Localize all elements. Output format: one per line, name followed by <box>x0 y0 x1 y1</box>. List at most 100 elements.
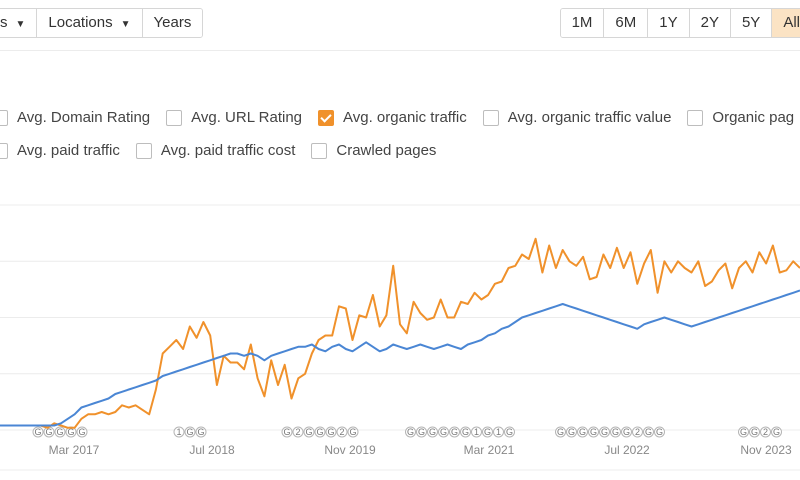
annotation-marker[interactable] <box>449 426 460 438</box>
checkbox-box[interactable] <box>0 142 8 159</box>
annotation-marker-label: G <box>283 427 290 437</box>
annotation-marker-label: G <box>429 427 436 437</box>
checkbox-box[interactable] <box>135 142 152 159</box>
annotation-marker[interactable] <box>771 426 782 438</box>
annotation-marker-label: G <box>45 427 52 437</box>
annotation-marker[interactable] <box>347 426 359 438</box>
checkbox-label: Crawled pages <box>336 142 437 159</box>
checkbox-box[interactable] <box>687 109 704 126</box>
annotation-marker[interactable] <box>281 426 293 438</box>
annotation-marker-label: G <box>751 427 758 437</box>
annotation-marker[interactable] <box>621 426 632 438</box>
annotation-marker[interactable] <box>760 426 771 438</box>
annotation-marker[interactable] <box>325 426 337 438</box>
annotation-marker[interactable] <box>555 426 566 438</box>
annotation-marker[interactable] <box>32 426 44 438</box>
annotation-marker[interactable] <box>76 426 88 438</box>
range-1m-button[interactable]: 1M <box>560 9 605 37</box>
annotation-marker-label: G <box>327 427 334 437</box>
annotation-marker[interactable] <box>504 426 515 438</box>
annotation-marker[interactable] <box>184 426 196 438</box>
annotation-marker-label: 1 <box>474 427 479 437</box>
annotation-marker[interactable] <box>632 426 643 438</box>
checkbox-box[interactable] <box>482 109 499 126</box>
annotation-marker[interactable] <box>173 426 185 438</box>
range-5y-button[interactable]: 5Y <box>730 9 773 37</box>
annotation-marker-label: 2 <box>339 427 344 437</box>
annotation-marker[interactable] <box>427 426 438 438</box>
annotation-marker-label: G <box>34 427 41 437</box>
annotation-marker[interactable] <box>303 426 315 438</box>
annotation-marker[interactable] <box>471 426 482 438</box>
checkbox-box[interactable] <box>311 142 328 159</box>
range-6m-button[interactable]: 6M <box>604 9 649 37</box>
annotation-marker-label: G <box>56 427 63 437</box>
annotation-marker[interactable] <box>438 426 449 438</box>
toolbar-divider <box>0 50 800 51</box>
years-button[interactable]: Years <box>142 9 203 37</box>
annotation-marker-label: G <box>440 427 447 437</box>
years-label: Years <box>153 14 192 31</box>
annotation-marker[interactable] <box>654 426 665 438</box>
filter-toolbar: s ▼ Locations ▼ Years <box>0 8 204 38</box>
series-line-organic-traffic[interactable] <box>0 237 800 429</box>
annotation-marker-label: G <box>349 427 356 437</box>
annotation-marker[interactable] <box>405 426 416 438</box>
filter-button-group: s ▼ Locations ▼ Years <box>0 8 204 38</box>
annotation-marker-label: G <box>656 427 663 437</box>
annotation-marker[interactable] <box>738 426 749 438</box>
checkbox-avg-organic-traffic-value[interactable]: Avg. organic traffic value <box>482 109 672 126</box>
checkbox-label: Avg. URL Rating <box>191 109 303 126</box>
annotation-marker-label: 1 <box>496 427 501 437</box>
filter-dropdown-first[interactable]: s ▼ <box>0 9 38 37</box>
checkbox-label: Avg. organic traffic value <box>507 109 672 126</box>
checkbox-avg-organic-traffic[interactable]: Avg. organic traffic <box>318 109 467 126</box>
checkbox-avg-url-rating[interactable]: Avg. URL Rating <box>166 109 302 126</box>
checkbox-crawled-pages[interactable]: Crawled pages <box>311 142 436 159</box>
locations-dropdown[interactable]: Locations ▼ <box>37 9 143 37</box>
annotation-marker[interactable] <box>460 426 471 438</box>
annotation-marker[interactable] <box>566 426 577 438</box>
annotation-marker[interactable] <box>292 426 304 438</box>
annotation-marker-label: G <box>418 427 425 437</box>
checkbox-avg-paid-traffic-cost[interactable]: Avg. paid traffic cost <box>135 142 295 159</box>
filter-first-label: s <box>0 14 8 31</box>
annotation-marker[interactable] <box>588 426 599 438</box>
annotation-marker[interactable] <box>416 426 427 438</box>
checkbox-box-checked[interactable] <box>318 109 335 126</box>
time-range-selector: 1M 6M 1Y 2Y 5Y All <box>559 8 800 38</box>
range-2y-button[interactable]: 2Y <box>689 9 731 37</box>
x-tick-label: Nov 2019 <box>324 443 376 457</box>
range-all-button[interactable]: All <box>772 9 800 37</box>
annotation-marker[interactable] <box>643 426 654 438</box>
annotation-marker-label: G <box>484 427 491 437</box>
annotation-marker[interactable] <box>577 426 588 438</box>
annotation-marker[interactable] <box>610 426 621 438</box>
annotation-marker[interactable] <box>314 426 326 438</box>
annotation-marker[interactable] <box>482 426 493 438</box>
checkbox-avg-paid-traffic[interactable]: Avg. paid traffic <box>0 142 120 159</box>
annotation-marker[interactable] <box>336 426 348 438</box>
annotation-marker-label: G <box>78 427 85 437</box>
checkbox-organic-pages[interactable]: Organic pag <box>687 109 794 126</box>
annotation-marker-label: 2 <box>763 427 768 437</box>
annotation-marker[interactable] <box>493 426 504 438</box>
x-tick-label: Mar 2017 <box>49 443 100 457</box>
annotation-marker-label: G <box>197 427 204 437</box>
series-line-secondary[interactable] <box>0 289 800 427</box>
annotation-marker-label: G <box>645 427 652 437</box>
annotation-marker[interactable] <box>195 426 207 438</box>
checkbox-avg-domain-rating[interactable]: Avg. Domain Rating <box>0 109 150 126</box>
checkbox-box[interactable] <box>166 109 183 126</box>
annotation-marker[interactable] <box>54 426 66 438</box>
annotation-marker-label: 1 <box>176 427 181 437</box>
range-1y-button[interactable]: 1Y <box>648 9 690 37</box>
checkbox-box[interactable] <box>0 109 8 126</box>
annotation-marker-label: G <box>305 427 312 437</box>
annotation-marker[interactable] <box>599 426 610 438</box>
annotation-marker[interactable] <box>749 426 760 438</box>
annotation-marker-label: 2 <box>635 427 640 437</box>
checkbox-label: Avg. organic traffic <box>343 109 467 126</box>
x-tick-label: Nov 2023 <box>740 443 792 457</box>
